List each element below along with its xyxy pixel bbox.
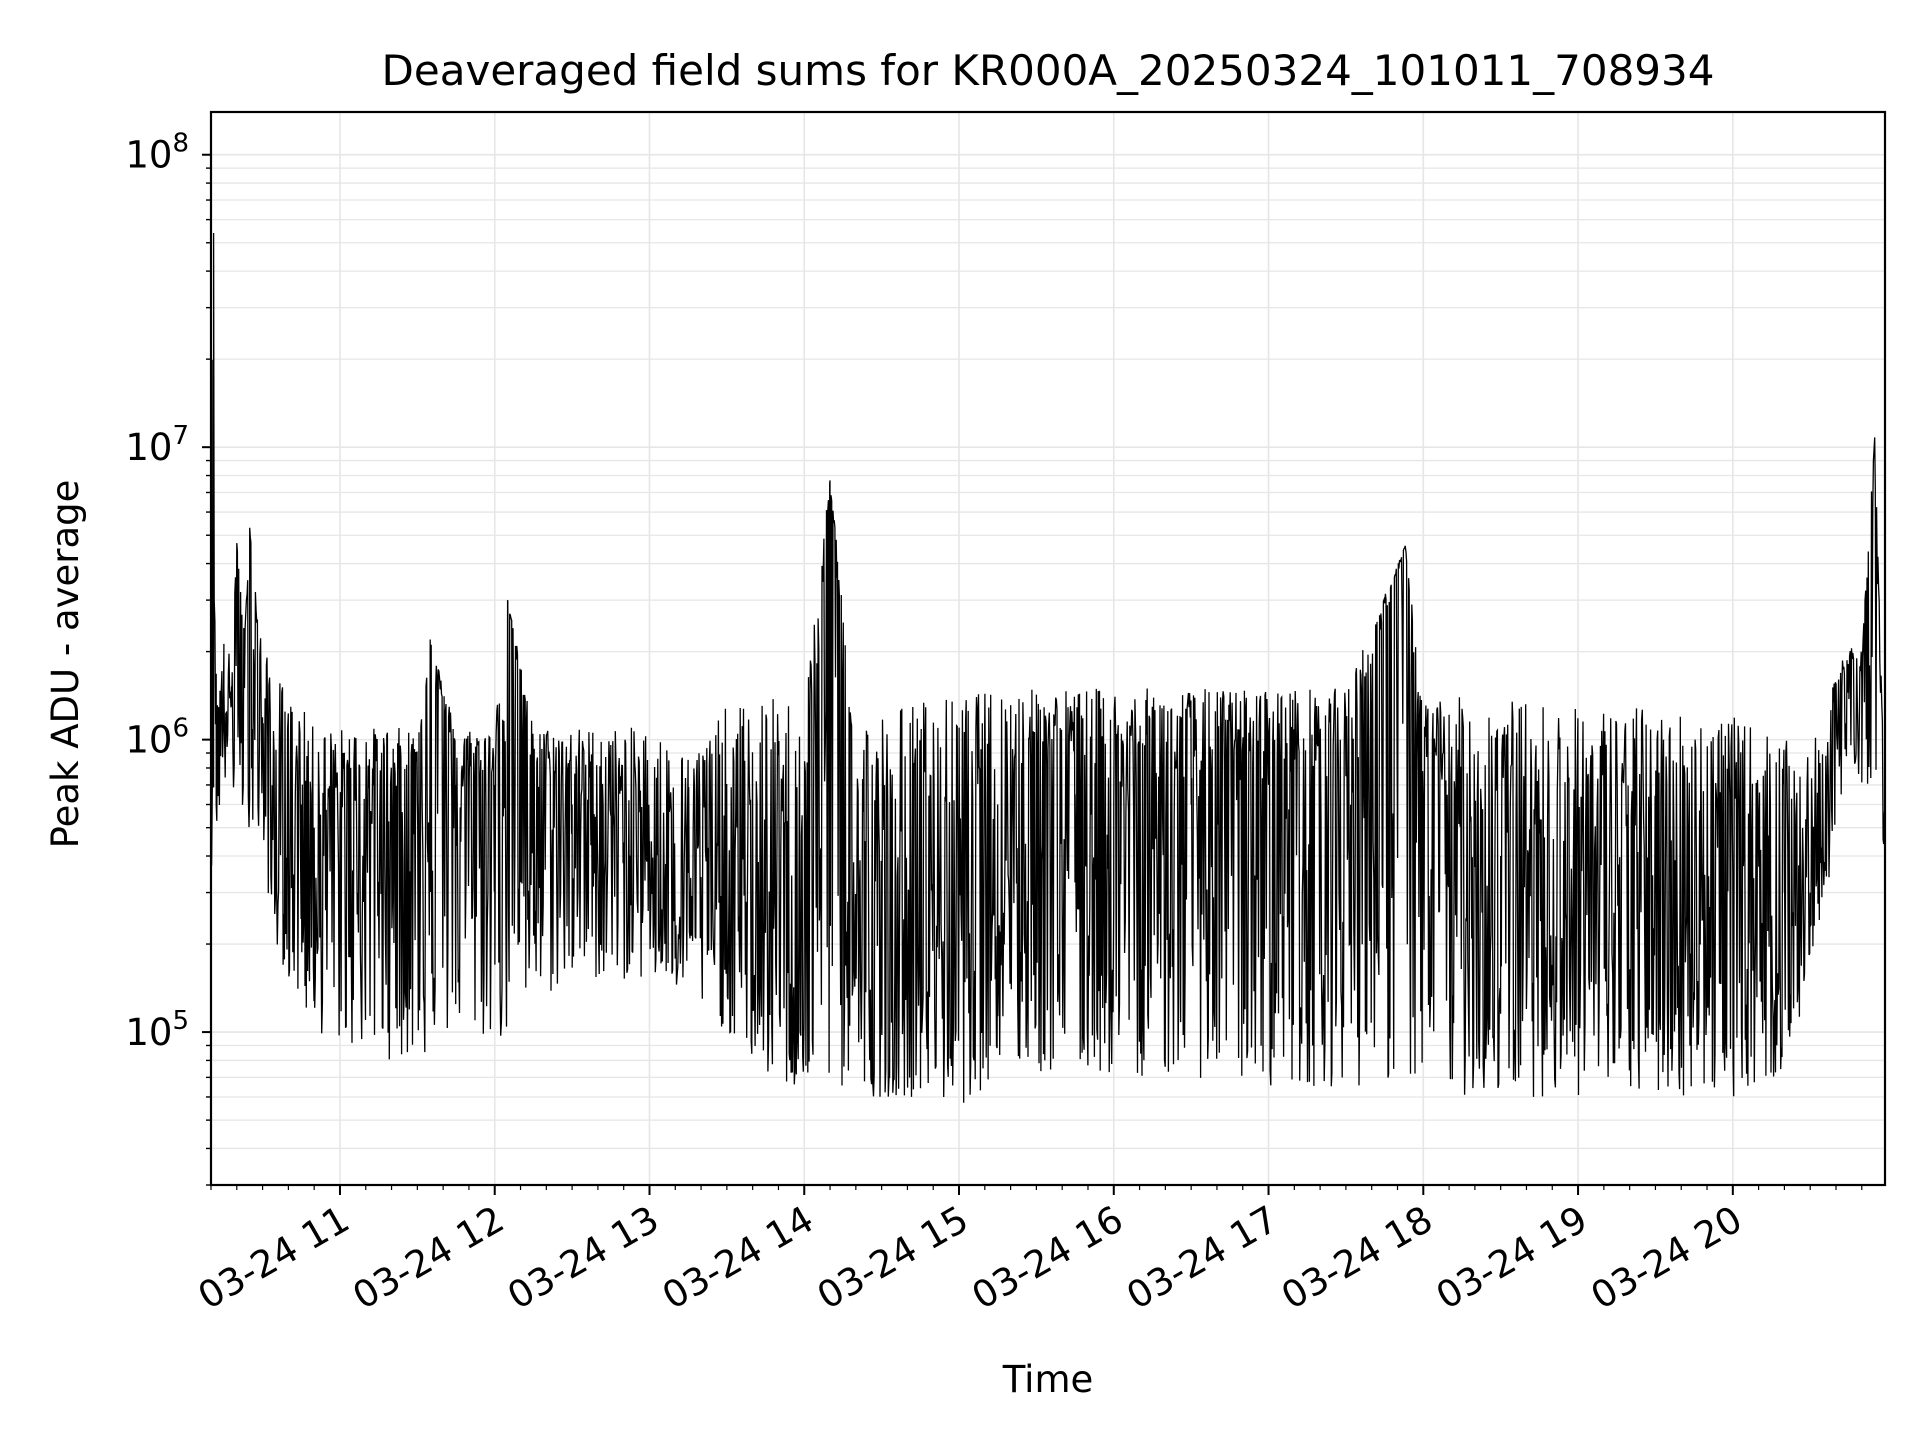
y-tick-base: 10 <box>125 426 172 469</box>
y-tick-base: 10 <box>125 134 172 177</box>
y-tick-exponent: 8 <box>172 129 189 159</box>
series-line <box>211 232 1885 1103</box>
chart-title: Deaveraged field sums for KR000A_2025032… <box>382 46 1715 95</box>
y-tick-label: 107 <box>125 421 189 469</box>
y-tick-exponent: 6 <box>172 714 189 744</box>
y-tick-exponent: 7 <box>172 421 189 451</box>
y-tick-exponent: 5 <box>172 1006 189 1036</box>
y-axis-label: Peak ADU - average <box>44 480 87 849</box>
y-tick-label: 106 <box>125 714 189 762</box>
y-tick-base: 10 <box>125 1011 172 1054</box>
plot-area <box>211 232 1885 1103</box>
y-tick-label: 108 <box>125 129 189 177</box>
axes-frame <box>209 110 1887 1187</box>
x-axis-label: Time <box>1002 1358 1094 1401</box>
y-tick-base: 10 <box>125 719 172 762</box>
y-tick-label: 105 <box>125 1006 189 1054</box>
